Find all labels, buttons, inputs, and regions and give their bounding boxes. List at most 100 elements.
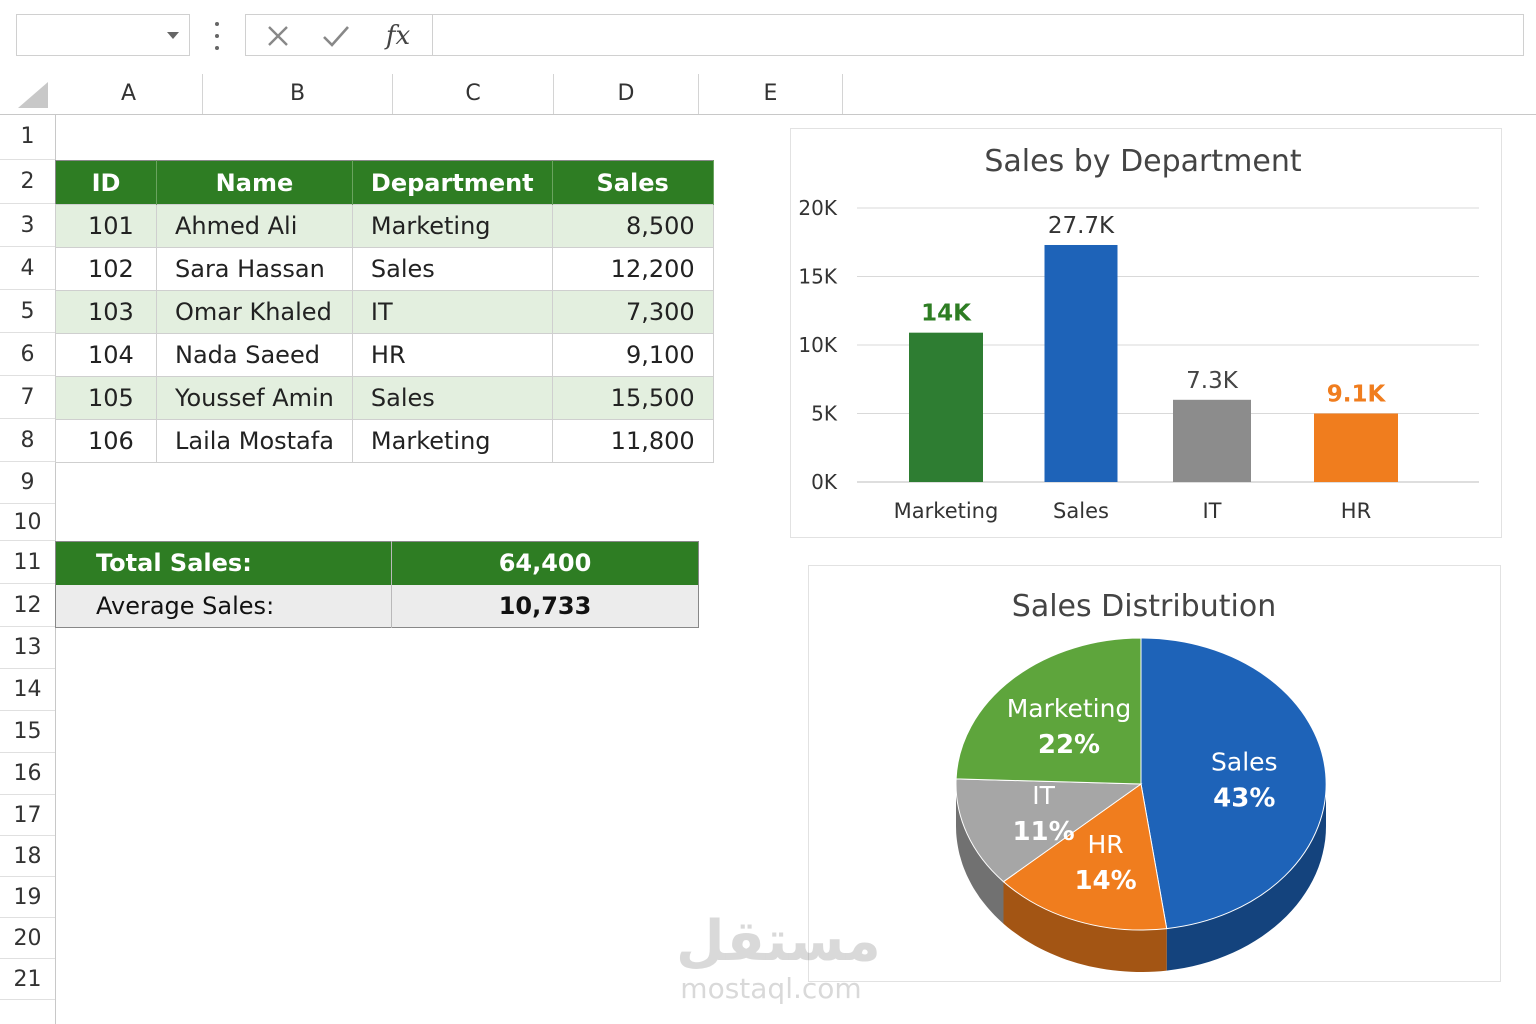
- pie-slice-marketing[interactable]: [955, 637, 1142, 785]
- total-sales-value[interactable]: 64,400: [391, 541, 699, 585]
- watermark-arabic: مستقل: [676, 909, 881, 974]
- cell-department[interactable]: Sales: [351, 376, 553, 420]
- bar-chart-title: Sales by Department: [984, 144, 1301, 179]
- bar-chart[interactable]: Sales by Department 0K 5K 10K 15K 20K 14K Mar…: [790, 128, 1502, 538]
- x-category-label: Sales: [1053, 499, 1109, 523]
- row-header-8[interactable]: 8: [0, 419, 55, 462]
- row-header-16[interactable]: 16: [0, 753, 55, 795]
- pie-label-name: Marketing: [1007, 694, 1132, 723]
- cell-id[interactable]: 104: [55, 333, 157, 377]
- cell-name[interactable]: Nada Saeed: [156, 333, 353, 377]
- header-department[interactable]: Department: [352, 160, 553, 205]
- row-header-3[interactable]: 3: [0, 204, 55, 247]
- cell-sales[interactable]: 12,200: [551, 247, 714, 291]
- pie-slice-it[interactable]: [955, 778, 1143, 883]
- insert-function-button[interactable]: fx: [380, 21, 416, 51]
- row-header-17[interactable]: 17: [0, 795, 55, 836]
- header-sales[interactable]: Sales: [552, 160, 714, 205]
- data-label: 27.7K: [1048, 213, 1115, 239]
- pie-label-name: HR: [1088, 830, 1124, 859]
- pie-chart[interactable]: Sales Distribution Sales 43% HR 14% IT 11% Mar…: [808, 565, 1501, 982]
- average-sales-value[interactable]: 10,733: [391, 584, 699, 628]
- row-header-5[interactable]: 5: [0, 290, 55, 333]
- row-header-1[interactable]: 1: [0, 114, 55, 160]
- cell-sales[interactable]: 7,300: [551, 290, 714, 334]
- row-header-9[interactable]: 9: [0, 462, 55, 504]
- cell-department[interactable]: Marketing: [351, 419, 553, 463]
- total-sales-row: Total Sales: 64,400: [55, 541, 699, 585]
- column-header-e[interactable]: E: [699, 74, 843, 114]
- cell-name[interactable]: Sara Hassan: [156, 247, 353, 291]
- formula-bar-options-icon[interactable]: [213, 22, 221, 50]
- table-row: 102 Sara Hassan Sales 12,200: [55, 247, 714, 291]
- row-header-2[interactable]: 2: [0, 160, 55, 204]
- sales-data-table: ID Name Department Sales 101 Ahmed Ali M…: [55, 160, 714, 463]
- cell-department[interactable]: HR: [351, 333, 553, 377]
- cell-id[interactable]: 103: [55, 290, 157, 334]
- select-all-corner[interactable]: [0, 74, 55, 114]
- y-tick-label: 20K: [798, 196, 837, 220]
- cell-id[interactable]: 106: [55, 419, 157, 463]
- average-sales-label[interactable]: Average Sales:: [55, 584, 392, 628]
- column-header-c[interactable]: C: [393, 74, 554, 114]
- header-name[interactable]: Name: [156, 160, 353, 205]
- cancel-icon[interactable]: [260, 21, 296, 51]
- y-tick-label: 15K: [798, 265, 837, 289]
- pie-slice-hr[interactable]: [1002, 783, 1168, 931]
- cell-name[interactable]: Ahmed Ali: [156, 204, 353, 248]
- bar-it[interactable]: [1173, 399, 1251, 482]
- row-header-12[interactable]: 12: [0, 584, 55, 627]
- column-header-d[interactable]: D: [554, 74, 699, 114]
- cell-department[interactable]: Marketing: [351, 204, 553, 248]
- column-header-a[interactable]: A: [55, 74, 203, 114]
- table-row: 105 Youssef Amin Sales 15,500: [55, 376, 714, 420]
- bar-marketing[interactable]: [909, 332, 983, 482]
- cell-sales[interactable]: 15,500: [551, 376, 714, 420]
- cell-id[interactable]: 101: [55, 204, 157, 248]
- bar-hr[interactable]: [1314, 413, 1398, 483]
- total-sales-label[interactable]: Total Sales:: [55, 541, 392, 585]
- pie-slice-sales[interactable]: [1140, 637, 1327, 930]
- row-header-14[interactable]: 14: [0, 669, 55, 711]
- row-header-19[interactable]: 19: [0, 877, 55, 918]
- bar-chart-gridlines: 0K 5K 10K 15K 20K: [798, 196, 1479, 494]
- data-label: 14K: [921, 301, 972, 327]
- cell-name[interactable]: Youssef Amin: [156, 376, 353, 420]
- row-header-15[interactable]: 15: [0, 711, 55, 753]
- row-header-4[interactable]: 4: [0, 247, 55, 290]
- pie-side-sales: [1166, 784, 1326, 971]
- pie-chart-slices: Sales 43% HR 14% IT 11% Marketing 22%: [955, 637, 1327, 972]
- row-header-10[interactable]: 10: [0, 504, 55, 541]
- row-header-20[interactable]: 20: [0, 918, 55, 959]
- name-box[interactable]: [16, 14, 190, 56]
- cell-sales[interactable]: 9,100: [551, 333, 714, 377]
- confirm-check-icon[interactable]: [318, 21, 354, 51]
- row-header-21[interactable]: 21: [0, 959, 55, 1000]
- column-header-b[interactable]: B: [203, 74, 393, 114]
- cell-name[interactable]: Omar Khaled: [156, 290, 353, 334]
- pie-chart-svg: Sales Distribution Sales 43% HR 14% IT 11% Mar…: [955, 589, 1327, 972]
- cell-sales[interactable]: 8,500: [551, 204, 714, 248]
- table-row: 106 Laila Mostafa Marketing 11,800: [55, 419, 714, 463]
- name-box-dropdown-icon[interactable]: [167, 32, 179, 39]
- pie-label-percent: 14%: [1074, 866, 1136, 896]
- cell-id[interactable]: 105: [55, 376, 157, 420]
- header-id[interactable]: ID: [55, 160, 157, 205]
- cell-department[interactable]: IT: [351, 290, 553, 334]
- row-header-7[interactable]: 7: [0, 376, 55, 419]
- row-header-6[interactable]: 6: [0, 333, 55, 376]
- cell-name[interactable]: Laila Mostafa: [156, 419, 353, 463]
- bar-sales[interactable]: [1044, 244, 1118, 482]
- row-header-13[interactable]: 13: [0, 627, 55, 669]
- row-header-18[interactable]: 18: [0, 836, 55, 877]
- formula-input[interactable]: [432, 14, 1524, 56]
- cell-id[interactable]: 102: [55, 247, 157, 291]
- y-tick-label: 10K: [798, 333, 837, 357]
- row-header-bar: 1 2 3 4 5 6 7 8 9 10 11 12 13 14 15 16 1…: [0, 114, 56, 1024]
- row-header-11[interactable]: 11: [0, 541, 55, 584]
- cell-department[interactable]: Sales: [351, 247, 553, 291]
- column-header-bar: A B C D E: [0, 74, 1536, 115]
- pie-label-percent: 11%: [1012, 817, 1074, 847]
- cell-sales[interactable]: 11,800: [551, 419, 714, 463]
- fx-icon: fx: [385, 21, 411, 51]
